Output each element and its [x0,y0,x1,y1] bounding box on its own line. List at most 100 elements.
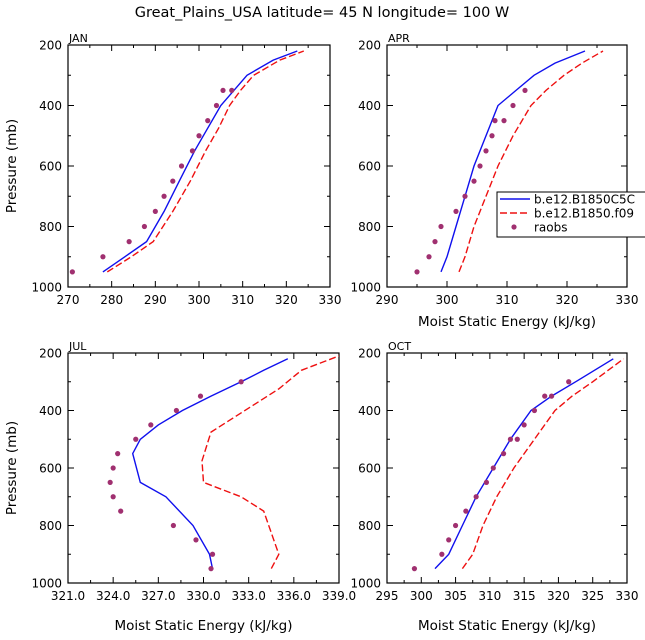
raobs-point [514,436,520,442]
raobs-point [170,522,176,529]
legend-label: b.e12.B1850.f09 [534,207,634,221]
x-tick-label: 330 [319,293,342,307]
series-line-c5c [131,358,289,569]
raobs-point [205,118,211,124]
raobs-point [170,178,176,184]
x-tick-label: 300 [410,589,433,603]
y-tick-label: 600 [358,462,381,476]
series-line-c5c [434,358,614,570]
y-tick-label: 800 [358,220,381,234]
raobs-point [521,422,527,428]
x-tick-label: 310 [231,293,254,307]
raobs-point [432,239,438,245]
panel-jul: 321.0 324.0 327.0 330.0 333.0 336.0 339.0 200 40… [4,340,356,634]
y-axis-label: Pressure (mb) [4,119,20,213]
raobs-point [115,451,121,457]
y-tick-label: 600 [39,160,62,174]
raobs-point [501,118,507,124]
x-tick-label: 321.0 [51,589,85,603]
x-axis-label: Moist Static Energy (kJ/kg) [418,618,596,634]
raobs-point [133,436,139,442]
series-group [69,50,305,275]
y-tick-label: 800 [39,220,62,234]
raobs-point [197,393,204,399]
raobs-point [110,494,116,500]
raobs-point [473,494,479,500]
x-tick-label: 315 [513,589,536,603]
x-tick-label: 300 [436,293,459,307]
x-tick-label: 330 [616,589,639,603]
raobs-point [152,208,158,214]
plot-frame [67,352,340,584]
raobs-point [471,178,477,184]
legend-label: raobs [534,221,568,235]
raobs-point [477,163,483,169]
x-tick-label: 325 [581,589,604,603]
series-group [107,355,339,572]
raobs-point [220,87,226,93]
y-tick-label: 400 [358,99,381,113]
raobs-point [229,87,235,93]
figure-title: Great_Plains_USA latitude= 45 N longitud… [135,5,510,21]
series-line-f09 [201,355,339,569]
panel-title: JAN [68,32,88,45]
raobs-point [209,551,216,557]
raobs-point [462,193,468,199]
raobs-point [126,239,132,245]
x-tick-label: 270 [57,293,80,307]
y-tick-label: 400 [358,404,381,418]
x-tick-label: 310 [478,589,501,603]
raobs-point [148,422,154,428]
panel-jan: 270 280 290 300 310 320 330 200 400 600 800 1000 JAN… [4,32,341,307]
raobs-point [193,537,199,543]
panel-title: JUL [68,340,87,353]
x-tick-label: 339.0 [322,589,356,603]
legend-marker [511,224,517,230]
x-tick-label: 310 [496,293,519,307]
raobs-point [100,254,106,260]
plot-frame [386,352,628,584]
series-line-c5c [440,50,586,273]
series-line-f09 [458,50,604,273]
legend-label: b.e12.B1850C5C [534,193,635,207]
raobs-point [492,118,498,124]
raobs-point [566,379,572,385]
raobs-point [446,537,452,543]
x-axis-label: Moist Static Energy (kJ/kg) [418,314,596,330]
raobs-point [426,254,432,260]
raobs-point [173,407,179,414]
panel-title: OCT [388,340,411,353]
x-tick-label: 320 [547,589,570,603]
y-tick-label: 600 [39,462,62,476]
raobs-point [483,148,489,154]
panel-oct: 295 300 305 310 315 320 325 330 200 400 600 800 1000… [350,340,638,634]
series-line-f09 [461,358,625,570]
x-tick-label: 336.0 [277,589,311,603]
y-tick-label: 200 [39,347,62,361]
y-tick-label: 600 [358,160,381,174]
raobs-point [439,551,445,557]
raobs-point [489,133,495,139]
raobs-point [196,133,202,139]
raobs-point [483,479,490,485]
raobs-point [542,393,548,399]
raobs-point [531,407,538,414]
x-tick-label: 327.0 [141,589,175,603]
y-tick-label: 800 [358,519,381,533]
raobs-point [490,465,496,471]
raobs-point [411,566,418,572]
y-tick-label: 400 [39,99,62,113]
y-tick-label: 1000 [350,577,381,591]
series-line-f09 [106,50,305,273]
x-tick-label: 295 [376,589,399,603]
raobs-point [213,102,220,109]
raobs-point [414,269,420,275]
plot-frame [67,44,331,288]
raobs-point [452,522,459,529]
plot-frame [386,44,628,288]
raobs-point [208,566,214,572]
raobs-point [510,102,516,109]
x-tick-label: 280 [100,293,123,307]
panels: 270 280 290 300 310 320 330 200 400 600 800 1000 JAN… [4,32,645,634]
